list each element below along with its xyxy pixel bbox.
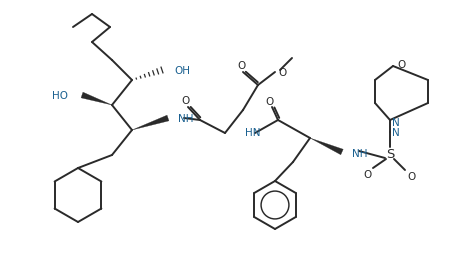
Text: HO: HO <box>52 91 68 101</box>
Text: O: O <box>182 96 190 106</box>
Text: O: O <box>266 97 274 107</box>
Text: N: N <box>392 118 400 128</box>
Polygon shape <box>310 138 343 155</box>
Polygon shape <box>132 115 169 130</box>
Text: N: N <box>392 128 400 138</box>
Polygon shape <box>81 92 112 105</box>
Text: O: O <box>278 68 286 78</box>
Text: S: S <box>386 149 394 162</box>
Text: HN: HN <box>245 128 261 138</box>
Text: O: O <box>407 172 415 182</box>
Text: OH: OH <box>174 66 190 76</box>
Text: O: O <box>237 61 245 71</box>
Text: NH: NH <box>352 149 368 159</box>
Text: NH: NH <box>178 114 194 124</box>
Text: O: O <box>397 60 405 70</box>
Text: O: O <box>363 170 371 180</box>
